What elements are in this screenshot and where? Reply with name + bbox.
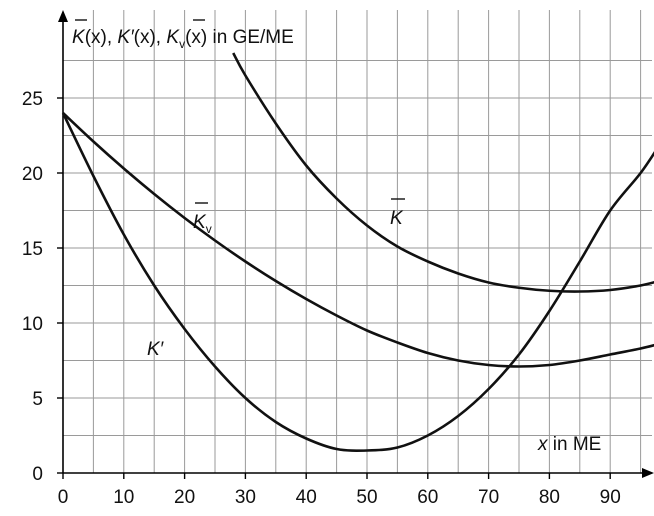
- x-tick-label: 80: [539, 487, 560, 508]
- y-axis-label: K(x), K′(x), Kv(x) in GE/ME: [72, 19, 294, 51]
- y-tick-label: 15: [22, 239, 43, 260]
- tick-labels: 0 10 20 30 40 50 60 70 80 90 0 5 10 15 20 25: [22, 89, 621, 508]
- series-kv-line: [62, 112, 654, 368]
- y-tick-label: 20: [22, 164, 43, 185]
- series-kbar-line: [232, 52, 654, 293]
- x-tick-label: 90: [600, 487, 621, 508]
- x-tick-label: 10: [113, 487, 134, 508]
- y-axis-label-text: K(x), K′(x), Kv(x) in GE/ME: [72, 27, 294, 51]
- x-axis-label: x in ME: [537, 434, 601, 455]
- series-label-kv: Kv: [193, 202, 212, 236]
- series-kprime-line: [61, 112, 654, 452]
- x-axis-arrow-icon: [642, 468, 654, 478]
- x-tick-label: 50: [356, 487, 377, 508]
- series-label-kbar-text: K: [390, 208, 404, 229]
- series-label-kprime: K′: [147, 339, 165, 360]
- axes: [58, 10, 654, 478]
- x-tick-label: 20: [174, 487, 195, 508]
- y-tick-label: 0: [32, 464, 43, 485]
- series-label-kv-text: Kv: [193, 212, 212, 236]
- y-tick-label: 10: [22, 314, 43, 335]
- grid: [63, 10, 652, 473]
- y-tick-label: 25: [22, 89, 43, 110]
- x-tick-label: 0: [58, 487, 69, 508]
- x-tick-label: 30: [235, 487, 256, 508]
- x-tick-label: 60: [417, 487, 438, 508]
- curves: [61, 52, 654, 452]
- x-tick-label: 40: [296, 487, 317, 508]
- x-tick-label: 70: [478, 487, 499, 508]
- y-tick-label: 5: [32, 389, 43, 410]
- y-axis-arrow-icon: [58, 10, 68, 22]
- series-label-kbar: K: [390, 198, 405, 229]
